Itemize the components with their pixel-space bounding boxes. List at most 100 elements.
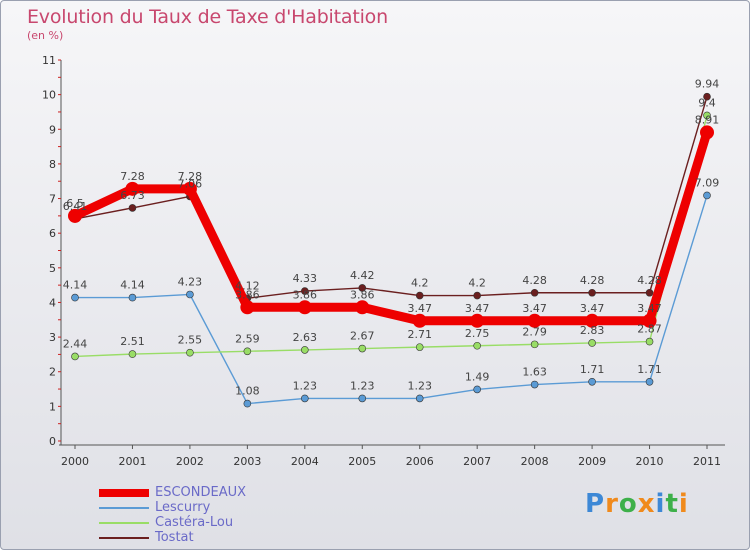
data-point xyxy=(585,313,600,328)
data-label: 6.5 xyxy=(66,197,84,210)
data-label: 2.51 xyxy=(120,335,145,348)
y-tick-label: 0 xyxy=(49,435,56,448)
data-point xyxy=(412,313,427,328)
data-point xyxy=(473,291,481,300)
data-label: 4.28 xyxy=(637,274,662,287)
chart-title: Evolution du Taux de Taxe d'Habitation xyxy=(27,6,388,28)
x-tick-label: 2011 xyxy=(693,455,721,468)
data-point xyxy=(415,343,424,351)
legend-swatch xyxy=(99,489,149,497)
data-label: 3.86 xyxy=(235,288,260,301)
data-point xyxy=(186,290,194,299)
data-point xyxy=(186,348,194,357)
series-line-lescurry xyxy=(74,194,708,405)
data-point xyxy=(355,300,370,315)
data-label: 4.2 xyxy=(411,277,429,290)
data-point xyxy=(415,291,424,300)
data-point xyxy=(527,313,542,328)
data-label: 2.44 xyxy=(63,337,88,350)
series-line-tostat xyxy=(74,96,708,299)
legend-swatch xyxy=(99,522,149,524)
x-tick-label: 2004 xyxy=(291,455,319,468)
series-line-castéra-lou xyxy=(74,114,708,358)
y-tick-label: 3 xyxy=(49,331,56,344)
y-tick-label: 2 xyxy=(49,366,56,379)
data-label: 7.28 xyxy=(120,170,145,183)
data-point xyxy=(700,125,714,140)
data-point xyxy=(530,340,539,349)
data-label: 1.63 xyxy=(522,366,547,379)
data-point xyxy=(473,341,481,350)
data-label: 4.28 xyxy=(522,274,547,287)
data-label: 1.23 xyxy=(350,379,375,392)
data-point xyxy=(645,377,654,386)
data-label: 6.41 xyxy=(63,200,88,213)
y-tick-label: 6 xyxy=(49,227,56,240)
legend-swatch xyxy=(99,537,149,539)
series-line-escondeaux xyxy=(70,127,712,326)
x-tick-label: 2009 xyxy=(578,455,606,468)
legend-swatch xyxy=(99,507,149,509)
data-point xyxy=(530,288,539,297)
data-label: 1.49 xyxy=(465,370,490,383)
data-label: 1.08 xyxy=(235,385,260,398)
data-point xyxy=(240,300,255,315)
data-point xyxy=(128,293,137,302)
data-label: 7.06 xyxy=(178,177,203,190)
data-point xyxy=(588,339,596,347)
y-tick-label: 9 xyxy=(49,123,56,136)
legend-label: Tostat xyxy=(155,530,194,545)
x-tick-label: 2006 xyxy=(406,455,434,468)
data-point xyxy=(588,377,596,386)
data-point xyxy=(243,399,252,408)
y-tick-label: 1 xyxy=(49,400,56,413)
data-point xyxy=(358,344,367,353)
x-tick-label: 2005 xyxy=(348,455,376,468)
data-label: 1.23 xyxy=(407,379,432,392)
data-point xyxy=(703,111,711,120)
data-label: 1.71 xyxy=(637,363,662,376)
data-point xyxy=(642,313,657,328)
data-point xyxy=(703,92,711,101)
data-label: 1.23 xyxy=(293,379,318,392)
data-label: 7.28 xyxy=(178,170,203,183)
data-point xyxy=(358,284,367,292)
data-label: 4.14 xyxy=(120,279,145,292)
data-point xyxy=(588,288,596,297)
data-label: 2.83 xyxy=(580,324,605,337)
legend-label: ESCONDEAUX xyxy=(155,485,247,500)
data-label: 2.63 xyxy=(293,331,318,344)
data-label: 2.55 xyxy=(178,334,203,347)
data-label: 3.86 xyxy=(293,288,318,301)
legend-label: Lescurry xyxy=(155,500,211,515)
data-point xyxy=(703,191,711,200)
data-label: 2.79 xyxy=(522,325,547,338)
y-tick-label: 8 xyxy=(49,158,56,171)
proxiti-logo: Proxiti xyxy=(585,489,689,519)
data-label: 9.94 xyxy=(695,78,720,91)
data-label: 7.09 xyxy=(695,176,720,189)
y-tick-label: 10 xyxy=(42,89,56,102)
y-tick-label: 4 xyxy=(49,296,56,309)
data-label: 2.59 xyxy=(235,332,260,345)
data-point xyxy=(645,288,654,297)
x-tick-label: 2000 xyxy=(61,455,89,468)
data-label: 3.86 xyxy=(350,288,375,301)
data-point xyxy=(128,350,137,358)
data-point xyxy=(301,346,309,354)
data-label: 4.2 xyxy=(468,277,486,290)
x-tick-label: 2002 xyxy=(176,455,204,468)
data-label: 2.75 xyxy=(465,327,490,340)
data-point xyxy=(530,380,539,389)
data-point xyxy=(301,287,309,295)
data-point xyxy=(68,208,82,223)
data-label: 4.23 xyxy=(178,275,203,288)
legend-label: Castéra-Lou xyxy=(155,515,234,530)
data-point xyxy=(358,394,367,403)
data-point xyxy=(243,347,252,356)
data-point xyxy=(125,181,140,196)
data-point xyxy=(473,385,481,394)
data-label: 6.73 xyxy=(120,189,145,202)
